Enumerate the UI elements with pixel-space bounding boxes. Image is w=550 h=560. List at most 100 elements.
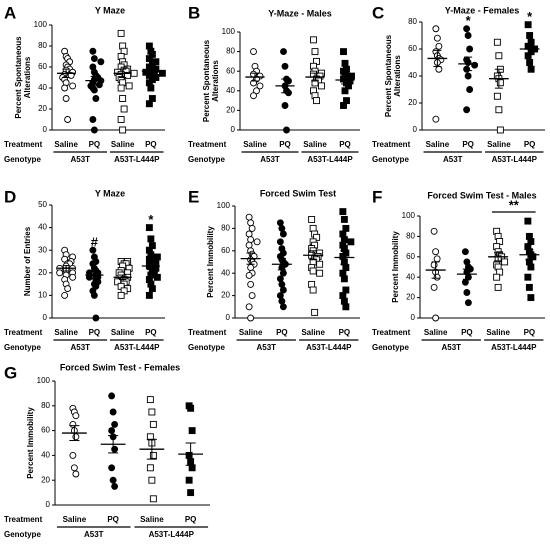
data-point [56, 269, 64, 277]
data-point [339, 269, 347, 277]
error-bar [185, 442, 196, 466]
category-label: Saline [243, 140, 267, 149]
y-tick-label: 60 [41, 426, 50, 435]
error-bar [309, 250, 318, 261]
data-point [463, 25, 471, 33]
genotype-label: A53T-L444P [114, 343, 160, 352]
data-point [92, 314, 100, 322]
data-point [527, 294, 535, 302]
data-point [525, 283, 533, 291]
data-point [495, 52, 503, 60]
data-point [527, 263, 535, 271]
data-point [493, 273, 501, 281]
panel-title: Y-Maze - Males [268, 8, 332, 18]
data-point [276, 238, 284, 246]
category-label: Saline [239, 328, 263, 337]
panel-letter: F [372, 187, 382, 206]
panel: E Forced Swim Test 0 20 40 60 80 100 Percent Imm… [188, 187, 360, 352]
category-label: PQ [185, 515, 197, 524]
data-point [280, 48, 287, 56]
y-tick-label: 100 [217, 201, 231, 210]
data-point [89, 116, 97, 123]
panel: G Forced Swim Test - Females 0 20 40 60 80 100 P… [4, 362, 210, 539]
data-point [120, 105, 128, 113]
data-point [119, 126, 127, 134]
data-point [432, 248, 440, 256]
y-tick-label: 60 [408, 44, 417, 53]
genotype-label: A53T [443, 155, 463, 164]
row-label: Genotype [372, 155, 409, 164]
data-point [149, 495, 157, 503]
data-point [430, 283, 438, 291]
data-point [250, 48, 257, 56]
significance-label: * [527, 9, 533, 24]
category-label: Saline [54, 140, 78, 149]
genotype-label: A53T [70, 155, 90, 164]
data-point [276, 219, 284, 227]
data-point [250, 92, 257, 100]
data-point [245, 241, 253, 249]
error-bar [251, 72, 259, 82]
data-point [148, 476, 156, 484]
y-tick-label: 20 [41, 475, 50, 484]
data-point [340, 297, 348, 305]
genotype-label: A53T [260, 155, 280, 164]
y-tick-label: 20 [38, 268, 47, 277]
data-point [342, 264, 350, 272]
category-label: PQ [145, 328, 157, 337]
category-label: PQ [89, 140, 101, 149]
panel-title: Forced Swim Test [260, 188, 336, 198]
y-axis-label: Alterations [211, 60, 220, 102]
data-point [278, 297, 286, 305]
data-point [145, 224, 153, 232]
data-point [248, 292, 256, 300]
data-point [339, 208, 347, 216]
error-bar [311, 72, 319, 82]
category-label: PQ [89, 328, 101, 337]
data-point [72, 433, 80, 441]
data-point [89, 246, 97, 254]
data-point [247, 236, 255, 244]
data-point [524, 21, 532, 29]
data-point [247, 264, 255, 272]
data-point [339, 230, 347, 238]
data-point [278, 224, 286, 232]
data-point [493, 92, 501, 100]
data-point [146, 464, 154, 472]
data-point [69, 82, 77, 90]
data-point [97, 58, 105, 66]
row-label: Treatment [4, 140, 43, 149]
genotype-label: A53T-L444P [306, 343, 352, 352]
panel-title: Y-Maze - Females [445, 5, 520, 15]
row-label: Genotype [4, 530, 41, 539]
category-label: PQ [524, 140, 536, 149]
data-point [117, 29, 125, 37]
data-point [108, 427, 116, 435]
error-bar [147, 261, 155, 271]
data-point [124, 71, 132, 79]
y-tick-label: 100 [37, 376, 51, 385]
data-point [341, 59, 349, 67]
y-axis-label: Number of Entries [23, 226, 32, 296]
y-tick-label: 100 [222, 27, 236, 36]
data-point [276, 292, 284, 300]
category-label: PQ [462, 140, 474, 149]
data-point [345, 82, 352, 90]
row-label: Treatment [4, 515, 43, 524]
data-point [187, 404, 195, 412]
data-point [111, 482, 119, 490]
panel: B Y-Maze - Males 0 20 40 60 80 100 Percent Spont… [188, 3, 360, 164]
category-label: Saline [486, 328, 510, 337]
category-label: Saline [487, 140, 511, 149]
data-point [308, 215, 316, 223]
y-tick-label: 0 [413, 125, 418, 134]
genotype-label: A53T-L444P [491, 343, 537, 352]
data-point [493, 38, 501, 46]
panel: D Y Maze 0 10 20 30 40 50 Number of Entries Treat… [4, 187, 165, 352]
data-point [109, 408, 117, 416]
data-point [495, 106, 503, 114]
panel-letter: C [372, 3, 384, 22]
data-point [188, 427, 196, 435]
y-axis-label: Percent Immobility [206, 226, 215, 298]
data-point [90, 291, 98, 299]
